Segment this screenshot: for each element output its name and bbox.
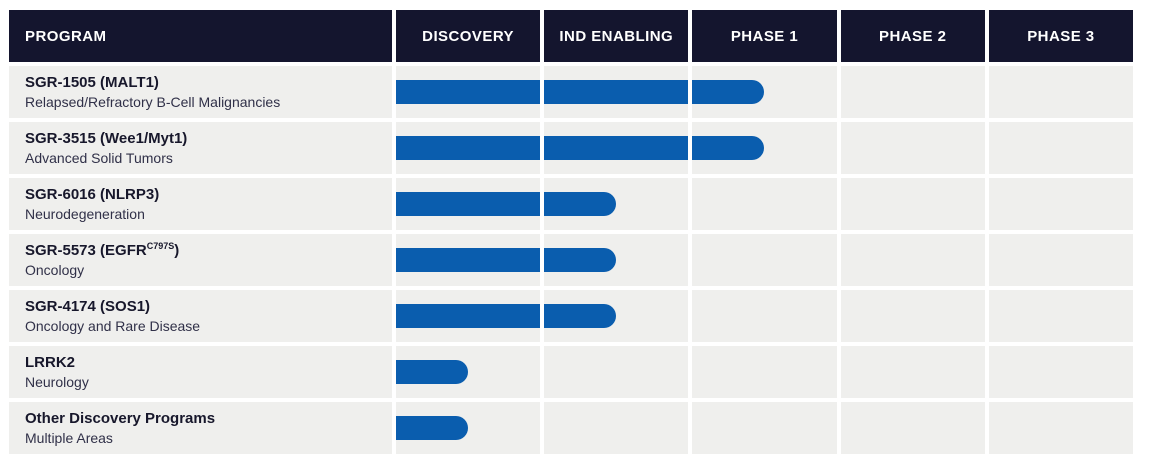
program-title: SGR-4174 (SOS1) bbox=[25, 297, 392, 316]
phase-cell-ind-enabling bbox=[544, 346, 689, 398]
phase-cell-discovery bbox=[396, 66, 541, 118]
program-subtitle: Oncology and Rare Disease bbox=[25, 318, 201, 334]
program-title-superscript: C797S bbox=[146, 241, 175, 251]
program-title: SGR-5573 (EGFRC797S) bbox=[25, 241, 392, 260]
phase-cell-phase-3 bbox=[988, 66, 1133, 118]
pipeline-rows: SGR-1505 (MALT1) Relapsed/Refractory B-C… bbox=[9, 66, 1133, 454]
phase-cell-phase-3 bbox=[988, 122, 1133, 174]
phase-cell-ind-enabling bbox=[544, 290, 689, 342]
progress-bar-segment bbox=[544, 304, 617, 328]
program-cell: SGR-1505 (MALT1) Relapsed/Refractory B-C… bbox=[9, 66, 392, 118]
program-subtitle: Oncology bbox=[25, 262, 85, 278]
phase-cell-discovery bbox=[396, 234, 541, 286]
progress-bar-segment bbox=[692, 136, 765, 160]
progress-bar-segment bbox=[396, 248, 541, 272]
progress-bar-segment bbox=[544, 248, 617, 272]
column-header-phase-2: PHASE 2 bbox=[840, 10, 985, 62]
program-cell: Other Discovery Programs Multiple Areas bbox=[9, 402, 392, 454]
column-header-program: PROGRAM bbox=[9, 10, 392, 62]
progress-bar-segment bbox=[544, 192, 617, 216]
program-title: LRRK2 bbox=[25, 353, 392, 372]
progress-bar-segment bbox=[692, 80, 765, 104]
pipeline-row: SGR-4174 (SOS1) Oncology and Rare Diseas… bbox=[9, 290, 1133, 342]
phase-cell-ind-enabling bbox=[544, 178, 689, 230]
program-subtitle: Neurology bbox=[25, 374, 89, 390]
program-title-text: LRRK2 bbox=[25, 354, 76, 371]
progress-bar-segment bbox=[544, 136, 689, 160]
phase-cell-phase-1 bbox=[692, 290, 837, 342]
program-title-text: SGR-1505 (MALT1) bbox=[25, 74, 159, 91]
phase-cell-ind-enabling bbox=[544, 402, 689, 454]
phase-cell-phase-1 bbox=[692, 234, 837, 286]
phase-cell-phase-2 bbox=[840, 122, 985, 174]
phase-cell-discovery bbox=[396, 122, 541, 174]
program-title-text: SGR-4174 (SOS1) bbox=[25, 298, 151, 315]
phase-cell-phase-3 bbox=[988, 178, 1133, 230]
progress-bar-segment bbox=[396, 136, 541, 160]
pipeline-row: SGR-5573 (EGFRC797S) Oncology bbox=[9, 234, 1133, 286]
phase-cell-discovery bbox=[396, 178, 541, 230]
phase-cell-discovery bbox=[396, 290, 541, 342]
program-title-text: Other Discovery Programs bbox=[25, 410, 216, 427]
progress-bar-segment bbox=[396, 304, 541, 328]
column-header-phase-1: PHASE 1 bbox=[692, 10, 837, 62]
phase-cell-discovery bbox=[396, 346, 541, 398]
phase-cell-phase-1 bbox=[692, 178, 837, 230]
phase-cell-phase-3 bbox=[988, 402, 1133, 454]
phase-cell-ind-enabling bbox=[544, 234, 689, 286]
program-title-text: SGR-3515 (Wee1/Myt1) bbox=[25, 130, 188, 147]
phase-cell-phase-3 bbox=[988, 290, 1133, 342]
program-cell: SGR-5573 (EGFRC797S) Oncology bbox=[9, 234, 392, 286]
phase-cell-phase-1 bbox=[692, 122, 837, 174]
progress-bar-segment bbox=[396, 360, 469, 384]
progress-bar-segment bbox=[396, 192, 541, 216]
column-header-ind-enabling: IND ENABLING bbox=[544, 10, 689, 62]
header-row: PROGRAM DISCOVERY IND ENABLING PHASE 1 P… bbox=[9, 10, 1133, 62]
pipeline-table: PROGRAM DISCOVERY IND ENABLING PHASE 1 P… bbox=[9, 10, 1133, 454]
program-title: SGR-3515 (Wee1/Myt1) bbox=[25, 129, 392, 148]
program-subtitle: Neurodegeneration bbox=[25, 206, 145, 222]
column-header-discovery: DISCOVERY bbox=[396, 10, 541, 62]
phase-cell-phase-2 bbox=[840, 234, 985, 286]
pipeline-row: LRRK2 Neurology bbox=[9, 346, 1133, 398]
phase-cell-phase-2 bbox=[840, 346, 985, 398]
phase-cell-ind-enabling bbox=[544, 122, 689, 174]
program-cell: SGR-4174 (SOS1) Oncology and Rare Diseas… bbox=[9, 290, 392, 342]
program-subtitle: Advanced Solid Tumors bbox=[25, 150, 173, 166]
program-title: SGR-1505 (MALT1) bbox=[25, 73, 392, 92]
pipeline-row: SGR-3515 (Wee1/Myt1) Advanced Solid Tumo… bbox=[9, 122, 1133, 174]
program-subtitle: Multiple Areas bbox=[25, 430, 113, 446]
phase-cell-phase-2 bbox=[840, 290, 985, 342]
phase-cell-phase-3 bbox=[988, 234, 1133, 286]
program-cell: SGR-3515 (Wee1/Myt1) Advanced Solid Tumo… bbox=[9, 122, 392, 174]
program-subtitle: Relapsed/Refractory B-Cell Malignancies bbox=[25, 94, 281, 110]
phase-cell-phase-3 bbox=[988, 346, 1133, 398]
program-cell: SGR-6016 (NLRP3) Neurodegeneration bbox=[9, 178, 392, 230]
phase-cell-phase-2 bbox=[840, 178, 985, 230]
phase-cell-phase-1 bbox=[692, 66, 837, 118]
program-title: SGR-6016 (NLRP3) bbox=[25, 185, 392, 204]
phase-cell-discovery bbox=[396, 402, 541, 454]
progress-bar-segment bbox=[396, 80, 541, 104]
program-title-text: SGR-6016 (NLRP3) bbox=[25, 186, 160, 203]
column-header-phase-3: PHASE 3 bbox=[988, 10, 1133, 62]
phase-cell-ind-enabling bbox=[544, 66, 689, 118]
program-title-tail: ) bbox=[174, 242, 180, 259]
phase-cell-phase-1 bbox=[692, 402, 837, 454]
program-cell: LRRK2 Neurology bbox=[9, 346, 392, 398]
program-title-text: SGR-5573 (EGFR bbox=[25, 242, 147, 259]
program-title: Other Discovery Programs bbox=[25, 409, 392, 428]
pipeline-row: Other Discovery Programs Multiple Areas bbox=[9, 402, 1133, 454]
progress-bar-segment bbox=[396, 416, 469, 440]
phase-cell-phase-2 bbox=[840, 66, 985, 118]
pipeline-row: SGR-1505 (MALT1) Relapsed/Refractory B-C… bbox=[9, 66, 1133, 118]
phase-cell-phase-2 bbox=[840, 402, 985, 454]
phase-cell-phase-1 bbox=[692, 346, 837, 398]
progress-bar-segment bbox=[544, 80, 689, 104]
pipeline-row: SGR-6016 (NLRP3) Neurodegeneration bbox=[9, 178, 1133, 230]
